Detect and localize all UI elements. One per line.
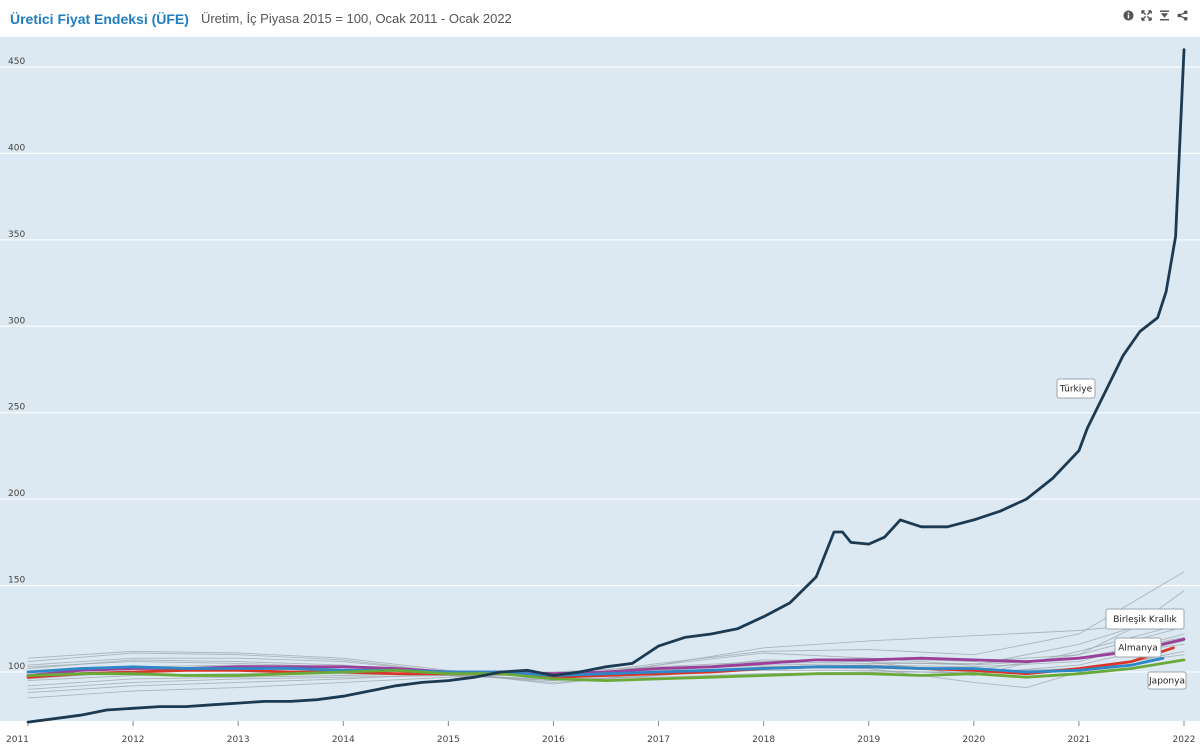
- series-label-text: Almanya: [1118, 644, 1158, 654]
- series-line-series-6: [27, 571, 1185, 678]
- x-axis-band: [0, 721, 1200, 750]
- fullscreen-icon[interactable]: [1141, 10, 1152, 21]
- series-label-box: [1147, 671, 1187, 690]
- series-label-box: [1114, 637, 1162, 658]
- series-line-almanya[interactable]: [26, 646, 1175, 679]
- y-tick-label: 150: [8, 576, 25, 586]
- plot-background: [0, 37, 1200, 721]
- share-icon[interactable]: [1177, 10, 1188, 21]
- chart-header: Üretici Fiyat Endeksi (ÜFE) Üretim, İç P…: [0, 0, 1200, 37]
- series-line-series-3[interactable]: [26, 656, 1165, 677]
- y-tick-label: 250: [8, 403, 25, 413]
- chart-toolbar: [1123, 10, 1188, 21]
- series-label-1: Türkiye: [1056, 378, 1096, 399]
- series-line-turkiye[interactable]: [26, 48, 1186, 724]
- y-tick-label: 300: [8, 316, 25, 326]
- chart-subtitle: Üretim, İç Piyasa 2015 = 100, Ocak 2011 …: [200, 11, 512, 26]
- x-tick-label: 2012: [122, 735, 145, 745]
- series-label-box: [1105, 608, 1185, 630]
- series-line-japonya[interactable]: [26, 658, 1186, 682]
- x-tick-label: 2017: [647, 735, 670, 745]
- series-label-text: Japonya: [1148, 677, 1185, 687]
- series-label-text: Türkiye: [1059, 385, 1093, 395]
- y-axis: 100 150 200 250 300 350 400 450: [8, 57, 25, 672]
- x-tick-label: 2020: [962, 735, 985, 745]
- y-tick-label: 100: [8, 662, 25, 672]
- x-tick-label: 2021: [1067, 735, 1090, 745]
- x-tick-label: 2022: [1173, 735, 1196, 745]
- series-label-4: Japonya: [1147, 671, 1187, 690]
- series-label-box: [1056, 378, 1096, 399]
- y-tick-label: 450: [8, 57, 25, 67]
- series-label-text: Birleşik Krallık: [1113, 615, 1177, 625]
- y-tick-label: 400: [8, 143, 25, 153]
- info-icon[interactable]: [1123, 10, 1134, 21]
- x-tick-label: 2015: [437, 735, 460, 745]
- x-axis: 2011 2012 2013 2014 2015 2016 2017 2018 2019 2020…: [0, 721, 1200, 750]
- y-tick-label: 200: [8, 489, 25, 499]
- download-icon[interactable]: [1159, 10, 1170, 21]
- x-tick-label: 2018: [752, 735, 775, 745]
- gridlines: [0, 66, 1200, 673]
- x-tick-label: 2019: [857, 735, 880, 745]
- series-label-3: Almanya: [1114, 637, 1162, 658]
- series-label-2: Birleşik Krallık: [1105, 608, 1185, 630]
- x-tick-label: 2013: [227, 735, 250, 745]
- x-tick-label: 2011: [6, 735, 29, 745]
- series-labels: Türkiye Birleşik Krallık Almanya Japonya: [1056, 378, 1187, 690]
- y-tick-label: 350: [8, 230, 25, 240]
- highlighted-series: [26, 48, 1186, 724]
- x-tick-label: 2014: [332, 735, 355, 745]
- chart-title: Üretici Fiyat Endeksi (ÜFE): [10, 10, 189, 27]
- series-line-series-12: [27, 650, 1185, 689]
- x-tick-label: 2016: [542, 735, 565, 745]
